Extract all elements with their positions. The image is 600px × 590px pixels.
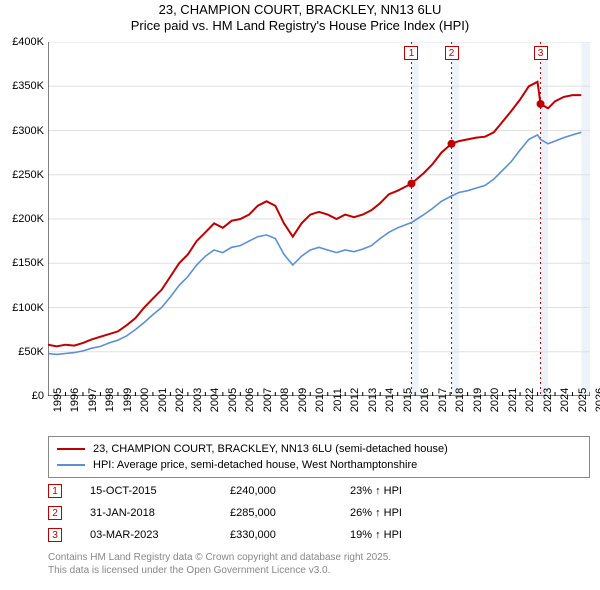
x-tick-label: 2001 bbox=[157, 388, 169, 412]
x-tick-label: 2017 bbox=[437, 388, 449, 412]
title-line2: Price paid vs. HM Land Registry's House … bbox=[0, 18, 600, 33]
legend-label: 23, CHAMPION COURT, BRACKLEY, NN13 6LU (… bbox=[93, 443, 448, 455]
x-tick-label: 2022 bbox=[524, 388, 536, 412]
y-tick-label: £200K bbox=[12, 213, 44, 225]
x-tick-label: 2026 bbox=[594, 388, 600, 412]
marker-date: 15-OCT-2015 bbox=[90, 485, 230, 497]
y-tick-label: £0 bbox=[32, 390, 44, 402]
x-tick-label: 1998 bbox=[104, 388, 116, 412]
footer-line2: This data is licensed under the Open Gov… bbox=[48, 565, 391, 578]
x-tick-label: 2012 bbox=[349, 388, 361, 412]
x-axis-labels: 1995199619971998199920002001200220032004… bbox=[48, 398, 590, 434]
x-tick-label: 2004 bbox=[209, 388, 221, 412]
marker-pct: 26% ↑ HPI bbox=[350, 507, 470, 519]
marker-pct: 23% ↑ HPI bbox=[350, 485, 470, 497]
y-axis-labels: £0£50K£100K£150K£200K£250K£300K£350K£400… bbox=[0, 42, 46, 396]
x-tick-label: 2020 bbox=[489, 388, 501, 412]
chart-svg bbox=[48, 42, 590, 396]
legend-swatch bbox=[57, 464, 85, 466]
x-tick-label: 2024 bbox=[559, 388, 571, 412]
x-tick-label: 2003 bbox=[192, 388, 204, 412]
legend-label: HPI: Average price, semi-detached house,… bbox=[93, 459, 417, 471]
chart-marker-flag: 1 bbox=[404, 46, 418, 60]
x-tick-label: 2023 bbox=[542, 388, 554, 412]
marker-number-box: 3 bbox=[48, 528, 62, 542]
x-tick-label: 1997 bbox=[87, 388, 99, 412]
marker-table: 1 15-OCT-2015£240,00023% ↑ HPI 2 31-JAN-201… bbox=[48, 480, 590, 546]
y-tick-label: £300K bbox=[12, 125, 44, 137]
x-tick-label: 2006 bbox=[244, 388, 256, 412]
x-tick-label: 2009 bbox=[297, 388, 309, 412]
x-tick-label: 2019 bbox=[472, 388, 484, 412]
marker-number-box: 2 bbox=[48, 506, 62, 520]
footer-line1: Contains HM Land Registry data © Crown c… bbox=[48, 552, 391, 565]
chart-plot-area: 1 2 3 bbox=[48, 42, 590, 396]
x-tick-label: 1996 bbox=[69, 388, 81, 412]
marker-date: 03-MAR-2023 bbox=[90, 529, 230, 541]
marker-table-row: 1 15-OCT-2015£240,00023% ↑ HPI bbox=[48, 480, 590, 502]
y-tick-label: £250K bbox=[12, 169, 44, 181]
marker-price: £240,000 bbox=[230, 485, 350, 497]
x-tick-label: 1995 bbox=[52, 388, 64, 412]
footer-text: Contains HM Land Registry data © Crown c… bbox=[48, 552, 391, 577]
marker-price: £330,000 bbox=[230, 529, 350, 541]
x-tick-label: 2000 bbox=[139, 388, 151, 412]
y-tick-label: £350K bbox=[12, 80, 44, 92]
legend-row: 23, CHAMPION COURT, BRACKLEY, NN13 6LU (… bbox=[57, 441, 581, 457]
legend-swatch bbox=[57, 448, 85, 450]
marker-table-row: 3 03-MAR-2023£330,00019% ↑ HPI bbox=[48, 524, 590, 546]
x-tick-label: 2013 bbox=[367, 388, 379, 412]
chart-marker-flag: 3 bbox=[534, 46, 548, 60]
x-tick-label: 2018 bbox=[454, 388, 466, 412]
chart-marker-flag: 2 bbox=[445, 46, 459, 60]
x-tick-label: 2007 bbox=[262, 388, 274, 412]
x-tick-label: 2011 bbox=[332, 388, 344, 412]
marker-pct: 19% ↑ HPI bbox=[350, 529, 470, 541]
x-tick-label: 2002 bbox=[174, 388, 186, 412]
x-tick-label: 2008 bbox=[279, 388, 291, 412]
x-tick-label: 1999 bbox=[122, 388, 134, 412]
legend-row: HPI: Average price, semi-detached house,… bbox=[57, 457, 581, 473]
y-tick-label: £400K bbox=[12, 36, 44, 48]
x-tick-label: 2016 bbox=[419, 388, 431, 412]
x-tick-label: 2015 bbox=[402, 388, 414, 412]
marker-date: 31-JAN-2018 bbox=[90, 507, 230, 519]
y-tick-label: £150K bbox=[12, 257, 44, 269]
marker-table-row: 2 31-JAN-2018£285,00026% ↑ HPI bbox=[48, 502, 590, 524]
marker-number-box: 1 bbox=[48, 484, 62, 498]
legend-box: 23, CHAMPION COURT, BRACKLEY, NN13 6LU (… bbox=[48, 436, 590, 478]
x-tick-label: 2021 bbox=[507, 388, 519, 412]
x-tick-label: 2025 bbox=[577, 388, 589, 412]
title-block: 23, CHAMPION COURT, BRACKLEY, NN13 6LU P… bbox=[0, 0, 600, 33]
title-line1: 23, CHAMPION COURT, BRACKLEY, NN13 6LU bbox=[0, 2, 600, 17]
chart-container: 23, CHAMPION COURT, BRACKLEY, NN13 6LU P… bbox=[0, 0, 600, 590]
y-tick-label: £50K bbox=[18, 346, 44, 358]
x-tick-label: 2014 bbox=[384, 388, 396, 412]
x-tick-label: 2005 bbox=[227, 388, 239, 412]
y-tick-label: £100K bbox=[12, 302, 44, 314]
marker-price: £285,000 bbox=[230, 507, 350, 519]
x-tick-label: 2010 bbox=[314, 388, 326, 412]
